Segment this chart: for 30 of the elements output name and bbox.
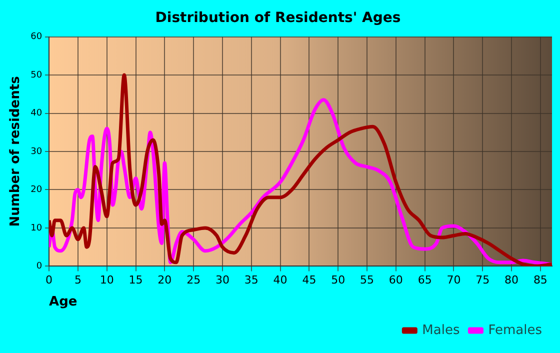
y-tick-label: 0 — [36, 262, 42, 272]
y-axis-title: Number of residents — [8, 76, 24, 227]
x-tick-label: 50 — [331, 274, 346, 287]
y-tick-label: 60 — [30, 32, 42, 42]
y-tick-label: 30 — [30, 146, 42, 157]
x-tick-label: 35 — [244, 274, 258, 287]
x-tick-label: 45 — [302, 274, 316, 287]
x-axis-title: Age — [49, 294, 78, 310]
legend-label: Males — [422, 322, 460, 338]
x-tick-label: 55 — [360, 274, 374, 287]
chart-title: Distribution of Residents' Ages — [155, 10, 401, 26]
y-tick-label: 50 — [30, 70, 42, 80]
x-tick-label: 25 — [186, 274, 201, 287]
x-tick-label: 75 — [476, 274, 490, 287]
x-tick-label: 85 — [533, 274, 548, 287]
x-tick-label: 10 — [100, 274, 114, 287]
x-tick-label: 80 — [504, 274, 519, 287]
x-tick-label: 0 — [46, 274, 53, 287]
x-tick-label: 20 — [158, 274, 172, 287]
x-tick-label: 40 — [273, 274, 288, 287]
legend-label: Females — [488, 322, 542, 338]
y-tick-label: 40 — [30, 108, 42, 119]
y-tick-label: 20 — [30, 185, 42, 196]
x-tick-label: 60 — [388, 274, 403, 287]
x-tick-label: 70 — [446, 274, 461, 287]
x-tick-label: 5 — [74, 274, 82, 287]
x-tick-label: 30 — [215, 274, 230, 287]
x-tick-label: 15 — [128, 274, 143, 287]
x-tick-label: 65 — [418, 274, 432, 287]
y-tick-label: 10 — [30, 223, 42, 234]
